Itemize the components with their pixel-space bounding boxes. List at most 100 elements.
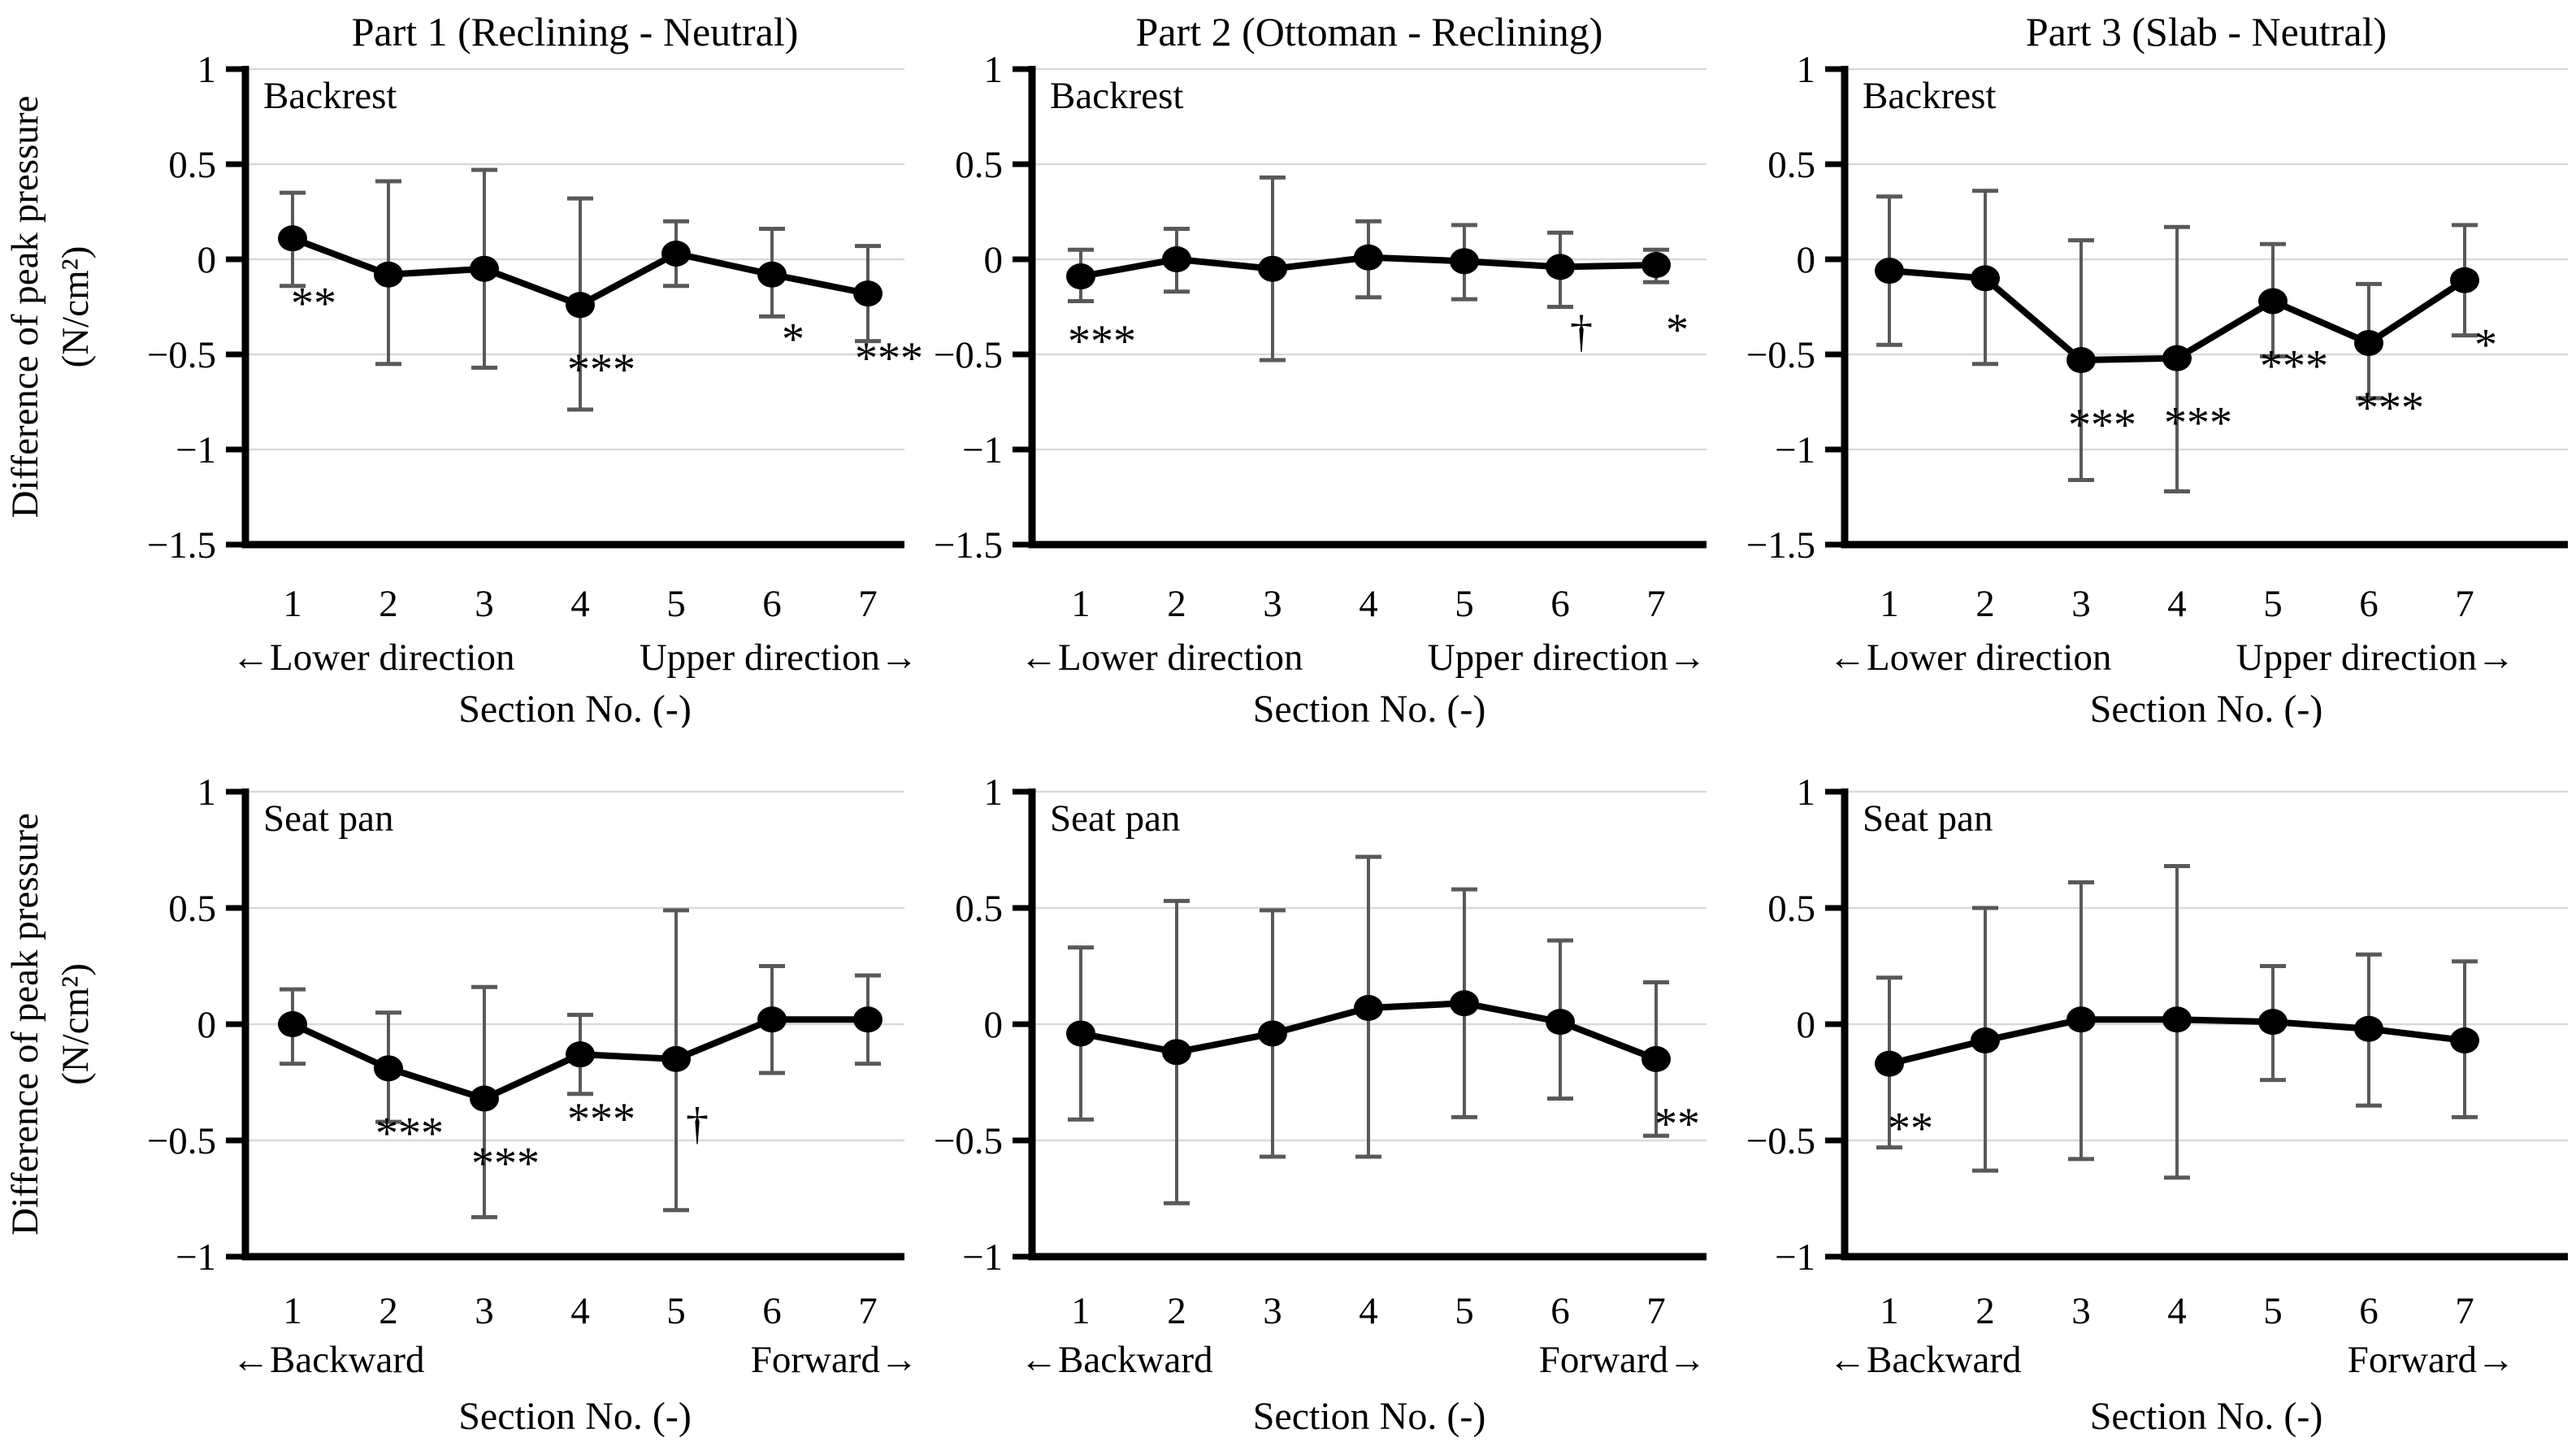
significance-label: *** (2164, 398, 2232, 449)
y-tick-label: 0.5 (1767, 144, 1815, 186)
data-point-marker (1450, 990, 1479, 1017)
data-point-marker (1546, 254, 1575, 280)
data-point-marker (2450, 1027, 2479, 1054)
y-tick-label: 0 (1797, 239, 1816, 281)
y-axis-title-line1: Difference of peak pressure (4, 813, 46, 1236)
data-point-marker (278, 225, 307, 252)
x-tick-label: 2 (379, 1290, 398, 1332)
y-tick-label: 1 (984, 49, 1004, 91)
significance-label: *** (567, 345, 635, 395)
y-tick-label: −0.5 (934, 334, 1003, 376)
panel-label: Backrest (263, 75, 397, 117)
significance-label: ** (1654, 1099, 1700, 1149)
x-tick-label: 7 (2455, 583, 2474, 625)
data-point-marker (2162, 345, 2192, 371)
direction-label-right: Upper direction→ (1428, 636, 1706, 679)
data-point-marker (566, 292, 595, 319)
y-tick-label: −1.5 (1746, 524, 1815, 567)
x-tick-label: 7 (858, 1290, 878, 1332)
x-tick-label: 5 (1455, 1290, 1474, 1332)
x-tick-label: 3 (475, 583, 494, 625)
y-axis-title-line2: (N/cm²) (54, 246, 97, 368)
x-tick-label: 6 (1550, 583, 1570, 625)
x-axis-title: Section No. (-) (2090, 688, 2323, 728)
direction-label-left: ←Lower direction (232, 636, 514, 679)
x-tick-label: 2 (1167, 583, 1186, 625)
significance-label: * (1666, 305, 1689, 355)
y-tick-label: −1 (1775, 1236, 1815, 1279)
direction-label-left: ←Lower direction (1828, 636, 2111, 679)
direction-label-right: Forward→ (2348, 1339, 2515, 1381)
chart-panel-seat-pan-part2: 1 0.5 0 −0.5 −1 Seat pan ** 1 2 3 4 5 6 7 ←Backward For… (934, 771, 1706, 1438)
x-axis-title: Section No. (-) (458, 688, 692, 728)
data-point-marker (853, 1006, 883, 1033)
chart-row-backrest: Difference of peak pressure (N/cm²) 1 0.5 0 −… (4, 9, 2568, 728)
panel-label: Backrest (1050, 75, 1183, 117)
panel-label: Seat pan (1050, 797, 1181, 840)
y-tick-label: −0.5 (1746, 334, 1815, 376)
data-point-marker (1258, 1020, 1287, 1047)
y-tick-label: 0.5 (1767, 888, 1815, 930)
data-point-marker (374, 1055, 403, 1082)
x-tick-label: 4 (1359, 1290, 1378, 1332)
y-tick-label: −1 (962, 429, 1003, 471)
y-tick-label: 0 (984, 239, 1004, 281)
x-tick-label: 1 (283, 583, 302, 625)
y-tick-label: −1 (1775, 429, 1815, 471)
direction-label-right: Upper direction→ (640, 636, 918, 679)
y-tick-label: −0.5 (147, 1120, 216, 1162)
data-point-marker (2066, 347, 2096, 374)
y-axis-title-line1: Difference of peak pressure (4, 96, 46, 519)
x-tick-label: 1 (1071, 583, 1091, 625)
significance-label: * (782, 315, 804, 365)
direction-label-left: ←Lower direction (1020, 636, 1303, 679)
chart-panel-backrest-part2: 1 0.5 0 −0.5 −1 −1.5 Part 2 (Ottoman - Reclini… (934, 9, 1706, 728)
direction-label-left: ←Backward (1020, 1339, 1213, 1381)
data-point-marker (1066, 1020, 1095, 1047)
x-tick-label: 5 (1455, 583, 1474, 625)
x-tick-label: 1 (1071, 1290, 1091, 1332)
significance-label: *** (1068, 316, 1136, 367)
y-tick-label: 0 (1797, 1004, 1816, 1046)
direction-label-right: Forward→ (1539, 1339, 1706, 1381)
x-axis-title: Section No. (-) (1253, 688, 1486, 728)
y-tick-label: 0 (197, 239, 217, 281)
data-point-marker (1258, 255, 1287, 282)
direction-label-right: Upper direction→ (2236, 636, 2515, 679)
data-point-marker (1354, 244, 1383, 271)
data-point-marker (1875, 1050, 1904, 1077)
y-tick-label: 0.5 (955, 144, 1003, 186)
chart-panel-backrest-part3: 1 0.5 0 −0.5 −1 −1.5 Part 3 (Slab - Neutral) Ba… (1746, 9, 2568, 728)
x-tick-label: 6 (2359, 583, 2379, 625)
y-tick-label: 1 (1797, 49, 1816, 91)
data-point-marker (2066, 1006, 2096, 1033)
panel-label: Seat pan (263, 797, 394, 840)
significance-label: † (1570, 306, 1593, 357)
x-tick-label: 4 (570, 583, 590, 625)
y-tick-label: 1 (984, 771, 1004, 814)
x-tick-label: 6 (762, 1290, 782, 1332)
x-tick-label: 6 (762, 583, 782, 625)
significance-label: * (2474, 320, 2497, 371)
x-tick-label: 4 (570, 1290, 590, 1332)
chart-title: Part 3 (Slab - Neutral) (2026, 9, 2387, 54)
data-point-marker (374, 261, 403, 288)
data-point-marker (2258, 1009, 2288, 1036)
x-tick-label: 2 (1975, 583, 1995, 625)
significance-label: *** (375, 1108, 444, 1158)
x-tick-label: 3 (1263, 583, 1282, 625)
significance-label: *** (2356, 383, 2424, 433)
data-point-marker (661, 240, 691, 267)
data-point-marker (1450, 248, 1479, 275)
data-point-marker (2162, 1006, 2192, 1033)
chart-panel-backrest-part1: 1 0.5 0 −0.5 −1 −1.5 Part 1 (Reclining - Neutr… (147, 9, 923, 728)
x-tick-label: 2 (379, 583, 398, 625)
x-axis-title: Section No. (-) (1253, 1395, 1486, 1438)
x-tick-label: 2 (1975, 1290, 1995, 1332)
x-tick-label: 7 (1646, 1290, 1666, 1332)
data-point-marker (278, 1011, 307, 1037)
data-point-marker (1641, 1045, 1671, 1072)
y-tick-label: 0.5 (168, 888, 216, 930)
x-tick-label: 1 (1880, 583, 1899, 625)
